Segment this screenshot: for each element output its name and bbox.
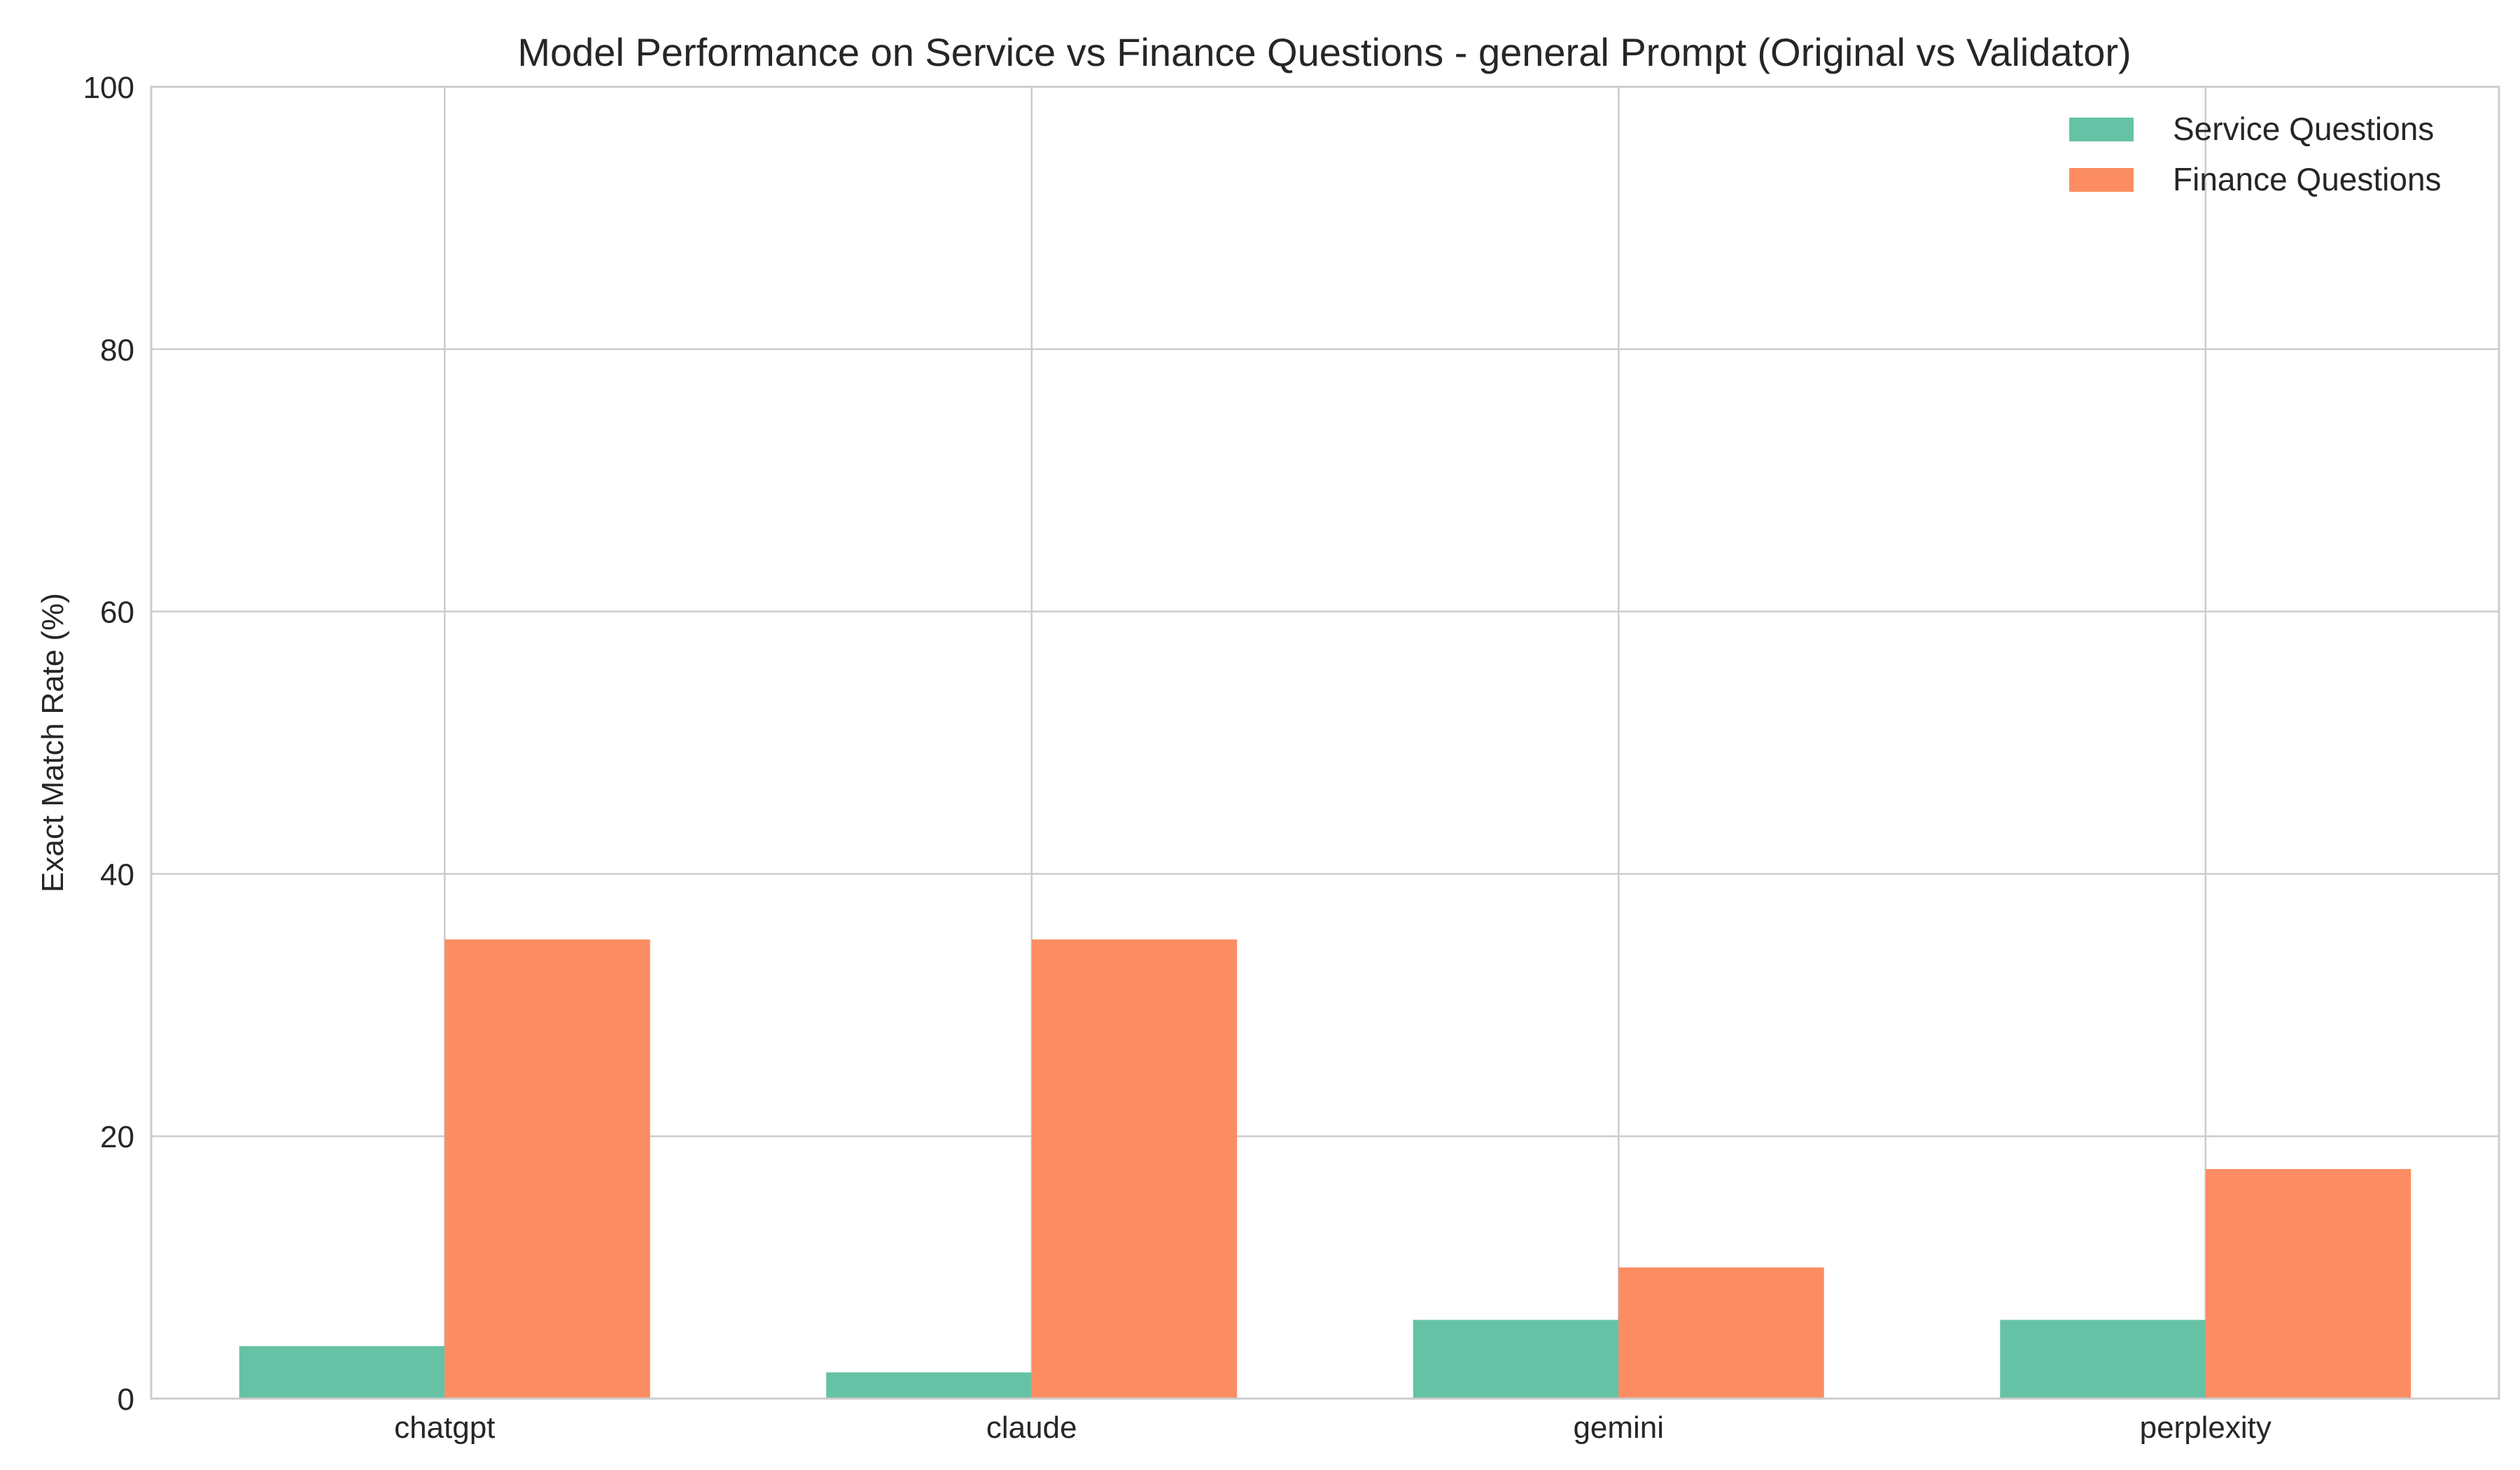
chart-title: Model Performance on Service vs Finance … <box>517 30 2131 74</box>
bar-finance-questions-gemini <box>1618 1267 1824 1399</box>
y-tick-label: 0 <box>118 1382 134 1417</box>
bars <box>239 939 2412 1399</box>
legend-swatch <box>2069 168 2134 192</box>
y-tick-label: 80 <box>100 333 134 368</box>
bar-service-questions-gemini <box>1413 1320 1619 1399</box>
y-tick-label: 100 <box>83 71 134 105</box>
bar-service-questions-chatgpt <box>239 1346 445 1399</box>
x-tick-label: perplexity <box>2140 1410 2272 1445</box>
bar-finance-questions-chatgpt <box>444 939 650 1399</box>
bar-service-questions-perplexity <box>2000 1320 2206 1399</box>
y-tick-label: 60 <box>100 596 134 630</box>
x-tick-label: gemini <box>1573 1410 1664 1445</box>
y-tick-label: 20 <box>100 1120 134 1154</box>
tick-labels: 0 20 40 60 80 100 chatgpt claude gemini perplexit… <box>83 71 2272 1445</box>
bar-finance-questions-perplexity <box>2205 1169 2412 1399</box>
plot-frame <box>150 85 2500 1400</box>
legend: Service Questions Finance Questions <box>2069 111 2442 197</box>
y-tick-label: 40 <box>100 858 134 892</box>
legend-label: Finance Questions <box>2173 161 2442 197</box>
bar-service-questions-claude <box>826 1372 1032 1399</box>
legend-swatch <box>2069 118 2134 141</box>
x-tick-label: claude <box>986 1410 1077 1445</box>
legend-label: Service Questions <box>2173 111 2434 147</box>
bar-finance-questions-claude <box>1031 939 1238 1399</box>
y-axis-label: Exact Match Rate (%) <box>36 593 70 892</box>
x-tick-label: chatgpt <box>394 1410 495 1445</box>
